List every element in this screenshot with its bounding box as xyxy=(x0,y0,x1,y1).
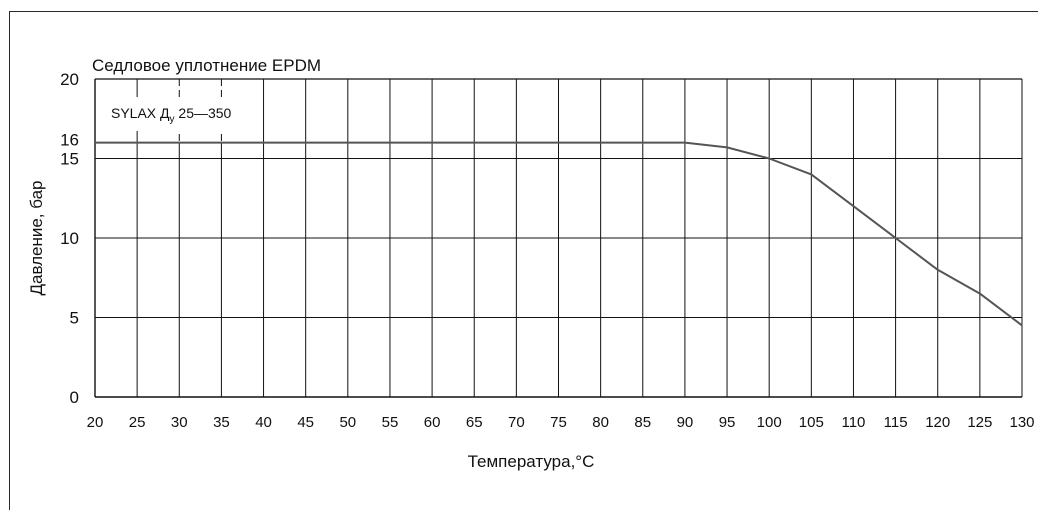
x-tick-label: 110 xyxy=(841,414,865,431)
x-tick-label: 115 xyxy=(884,414,908,431)
x-tick-label: 105 xyxy=(799,414,824,431)
frame-top-border xyxy=(9,11,1038,12)
series-layer xyxy=(95,141,1023,327)
x-tick-label: 25 xyxy=(129,414,146,431)
series-label-text: SYLAX Ду 25—350 xyxy=(111,105,232,125)
x-tick-label: 65 xyxy=(466,414,483,431)
x-tick-label: 35 xyxy=(213,414,230,431)
x-tick-label: 130 xyxy=(1009,414,1034,431)
y-tick-label: 20 xyxy=(60,70,79,89)
x-tick-label: 20 xyxy=(87,414,104,431)
x-tick-label: 50 xyxy=(339,414,356,431)
x-tick-label: 55 xyxy=(382,414,399,431)
x-tick-label: 85 xyxy=(634,414,651,431)
tick-layer: 0 5 10 15 20 16 20 25 30 35 40 45 50 55 60 65 70 75 80 85 90… xyxy=(60,70,1034,431)
series-label-main: SYLAX Д xyxy=(111,105,170,121)
grid-layer xyxy=(94,78,1023,398)
series-label-subscript: у xyxy=(170,114,175,125)
series-label-background xyxy=(106,97,256,131)
x-tick-label: 30 xyxy=(171,414,188,431)
y-tick-label-extra: 16 xyxy=(60,131,79,150)
chart-title: Седловое уплотнение EPDM xyxy=(92,56,321,75)
x-tick-label: 90 xyxy=(677,414,694,431)
y-tick-label: 10 xyxy=(60,229,79,248)
y-axis-label: Давление, бар xyxy=(27,180,46,295)
x-tick-label: 95 xyxy=(719,414,736,431)
x-tick-label: 100 xyxy=(757,414,782,431)
x-tick-label: 75 xyxy=(550,414,567,431)
x-tick-label: 80 xyxy=(592,414,609,431)
x-tick-label: 120 xyxy=(925,414,950,431)
frame-left-border xyxy=(9,11,10,510)
y-tick-label: 5 xyxy=(70,309,79,328)
x-axis-label: Температура,°С xyxy=(468,452,595,471)
x-tick-label: 45 xyxy=(297,414,314,431)
x-tick-label: 60 xyxy=(424,414,441,431)
series-line xyxy=(95,141,1023,327)
x-tick-label: 40 xyxy=(255,414,272,431)
series-label: SYLAX Ду 25—350 xyxy=(106,97,256,131)
y-tick-label: 15 xyxy=(60,150,79,169)
x-tick-label: 70 xyxy=(508,414,525,431)
x-tick-label: 125 xyxy=(967,414,992,431)
series-label-range: 25—350 xyxy=(178,105,231,121)
y-tick-label: 0 xyxy=(70,388,79,407)
